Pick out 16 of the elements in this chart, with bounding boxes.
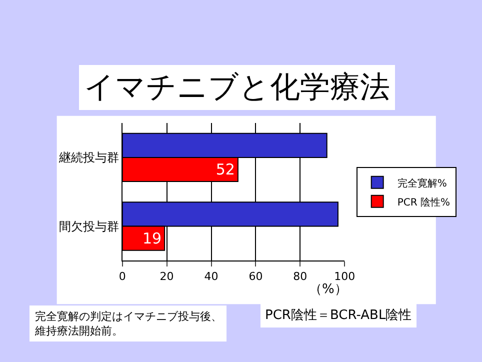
x-tick-label: 40 bbox=[204, 270, 218, 283]
text: PCR陰性＝BCR-ABL陰性 bbox=[265, 308, 412, 323]
data-label: 52 bbox=[216, 160, 235, 179]
x-tick-label: 100 bbox=[334, 270, 356, 283]
x-tick-label: 20 bbox=[160, 270, 174, 283]
y-tick-label: 間欠投与群 bbox=[58, 219, 119, 234]
x-axis-title: （%） bbox=[309, 282, 348, 297]
x-tick-label: 0 bbox=[118, 270, 126, 283]
x-tick-label: 60 bbox=[248, 270, 263, 283]
x-tick-label: 80 bbox=[293, 270, 308, 283]
y-tick-label: 継続投与群 bbox=[58, 150, 119, 165]
chart-title: イマチニブと化学療法 bbox=[84, 70, 390, 105]
text: 完全寛解の判定はイマチニブ投与後、維持療法開始前。 bbox=[34, 310, 222, 338]
legend-label: 完全寛解% bbox=[397, 177, 447, 190]
data-label: 19 bbox=[142, 229, 162, 248]
legend-label: PCR 陰性% bbox=[397, 196, 450, 208]
